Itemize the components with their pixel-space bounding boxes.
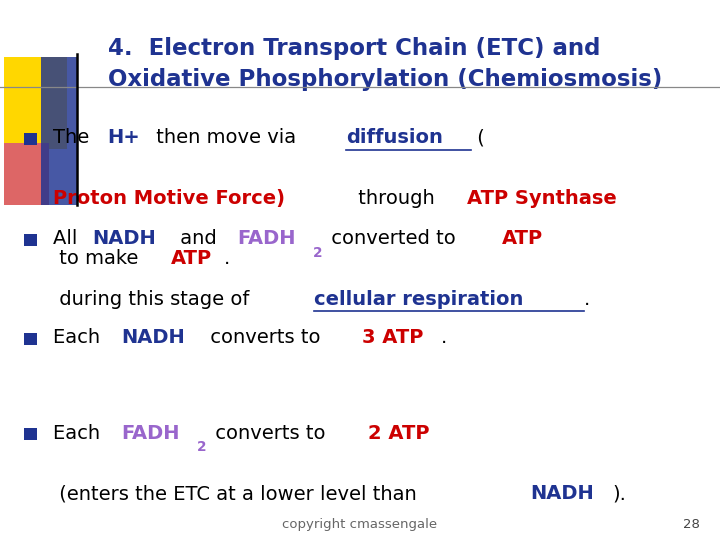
Text: during this stage of: during this stage of bbox=[53, 289, 255, 309]
Text: .: . bbox=[441, 328, 448, 347]
Text: and: and bbox=[174, 229, 223, 248]
Text: FADH: FADH bbox=[122, 423, 180, 443]
Text: cellular respiration: cellular respiration bbox=[314, 289, 523, 309]
Text: copyright cmassengale: copyright cmassengale bbox=[282, 518, 438, 531]
Text: converts to: converts to bbox=[210, 423, 332, 443]
Text: converted to: converted to bbox=[325, 229, 462, 248]
Text: then move via: then move via bbox=[150, 128, 302, 147]
Text: Oxidative Phosphorylation (Chemiosmosis): Oxidative Phosphorylation (Chemiosmosis) bbox=[108, 68, 662, 91]
Bar bbox=[41, 57, 78, 205]
Bar bbox=[4, 57, 67, 149]
Text: Each: Each bbox=[53, 328, 106, 347]
Text: 28: 28 bbox=[683, 518, 700, 531]
Text: NADH: NADH bbox=[530, 484, 594, 503]
Text: (: ( bbox=[472, 128, 485, 147]
Text: through: through bbox=[352, 188, 441, 208]
Text: FADH: FADH bbox=[238, 229, 296, 248]
Text: 3 ATP: 3 ATP bbox=[362, 328, 423, 347]
Text: 2: 2 bbox=[313, 246, 323, 260]
Bar bbox=[24, 234, 37, 246]
Bar bbox=[24, 333, 37, 345]
Text: .: . bbox=[224, 249, 230, 268]
Text: The: The bbox=[53, 128, 95, 147]
Text: NADH: NADH bbox=[92, 229, 156, 248]
Text: Each: Each bbox=[53, 423, 106, 443]
Bar bbox=[4, 143, 49, 205]
Bar bbox=[24, 428, 37, 440]
Text: Proton Motive Force): Proton Motive Force) bbox=[53, 188, 284, 208]
Text: H+: H+ bbox=[107, 128, 140, 147]
Text: 4.  Electron Transport Chain (ETC) and: 4. Electron Transport Chain (ETC) and bbox=[108, 37, 600, 60]
Text: ATP Synthase: ATP Synthase bbox=[467, 188, 616, 208]
Text: diffusion: diffusion bbox=[346, 128, 443, 147]
Text: ATP: ATP bbox=[171, 249, 212, 268]
Text: All: All bbox=[53, 229, 84, 248]
Text: 2: 2 bbox=[197, 440, 207, 454]
Text: .: . bbox=[584, 289, 590, 309]
Text: converts to: converts to bbox=[204, 328, 326, 347]
Text: NADH: NADH bbox=[122, 328, 185, 347]
Text: ).: ). bbox=[612, 484, 626, 503]
Text: 2 ATP: 2 ATP bbox=[367, 423, 429, 443]
Text: to make: to make bbox=[53, 249, 144, 268]
Bar bbox=[24, 133, 37, 145]
Text: (enters the ETC at a lower level than: (enters the ETC at a lower level than bbox=[53, 484, 423, 503]
Text: ATP: ATP bbox=[502, 229, 543, 248]
